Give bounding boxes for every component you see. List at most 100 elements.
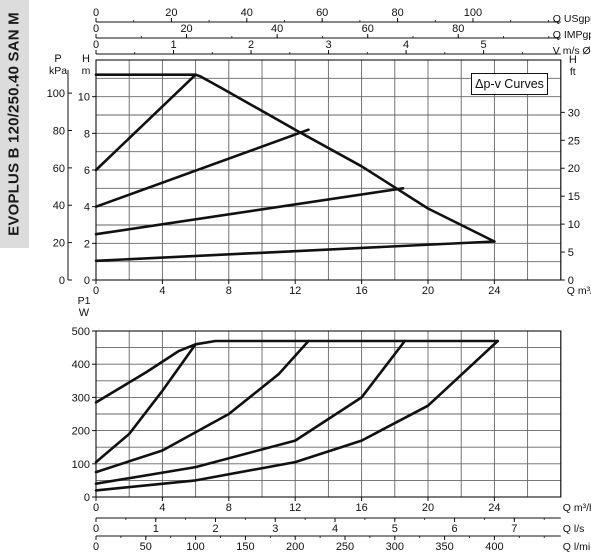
grid-lines [95,59,562,498]
head-x-tick-label: 0 [93,285,99,297]
head-x-tick-label: 4 [159,285,165,297]
lmin-axis-tick-label: 50 [140,541,152,553]
power-x-tick-label: 24 [488,502,500,514]
velocity-axis-tick-label: 2 [248,39,254,51]
impgpm-axis-tick-label: 40 [271,23,283,35]
velocity-axis-tick-label: 5 [481,39,487,51]
power-curve-0 [94,339,499,404]
velocity-axis-tick-label: 1 [170,39,176,51]
power-y-tick-label: 300 [72,392,90,404]
side-banner: EVOPLUS B 120/250.40 SAN M [0,0,29,248]
usgpm-axis-tick-label: 20 [165,7,177,19]
ls-axis-tick-label: 1 [153,523,159,535]
power-y-tick-label: 0 [84,492,90,504]
power-x-unit: Q m³/h [563,502,591,514]
ft-tick-label: 15 [568,191,580,203]
head-x-tick-label: 24 [488,285,500,297]
power-x-tick-label: 8 [226,502,232,514]
power-y-title: P1 [78,295,91,307]
kpa-tick-label: 0 [59,275,65,287]
power-y-tick-label: 400 [72,359,90,371]
ls-axis-tick-label: 3 [272,523,278,535]
head-x-tick-label: 12 [289,285,301,297]
power-plot-frame [95,330,562,498]
velocity-axis-tick-label: 4 [403,39,409,51]
head-x-tick-label: 8 [226,285,232,297]
head-x-tick-label: 16 [355,285,367,297]
ls-axis-tick-label: 7 [511,523,517,535]
curves-legend-box: Δp-v Curves [471,73,548,95]
velocity-axis-tick-label: 0 [93,39,99,51]
impgpm-axis-tick-label: 60 [362,23,374,35]
kpa-tick-label: 80 [53,125,65,137]
kpa-axis-unit: kPa [49,65,67,77]
m-tick-label: 4 [84,202,90,214]
usgpm-axis-tick-label: 80 [391,7,403,19]
power-x-tick-label: 4 [159,502,165,514]
lmin-axis-tick-label: 350 [435,541,453,553]
head-x-tick-label: 20 [422,285,434,297]
impgpm-axis-tick-label: 80 [452,23,464,35]
power-y-tick-label: 100 [72,459,90,471]
lmin-axis-tick-label: 150 [236,541,254,553]
kpa-tick-label: 40 [53,200,65,212]
ls-axis-tick-label: 5 [392,523,398,535]
ls-axis-tick-label: 6 [451,523,457,535]
usgpm-axis-unit: Q USgpm [553,13,591,25]
power-curve-3 [94,339,407,485]
lmin-axis-tick-label: 300 [386,541,404,553]
m-tick-label: 2 [84,238,90,250]
ft-tick-label: 25 [568,135,580,147]
power-curve-2 [94,339,310,474]
power-x-tick-label: 12 [289,502,301,514]
curves [94,73,499,492]
ft-tick-label: 20 [568,163,580,175]
curves-legend-label: Δp-v Curves [475,77,544,91]
usgpm-axis-tick-label: 0 [93,7,99,19]
m-tick-label: 0 [84,275,90,287]
head-curve-1 [94,73,197,172]
head-x-unit: Q m³/h [567,285,591,297]
m-axis-title: H [82,53,90,65]
m-axis-unit: m [82,65,91,77]
kpa-tick-label: 60 [53,163,65,175]
ft-axis-unit: ft [570,66,576,78]
head-curve-2 [94,128,310,208]
lmin-axis-tick-label: 250 [336,541,354,553]
ft-tick-label: 10 [568,219,580,231]
impgpm-axis-tick-label: 20 [180,23,192,35]
power-curve-4 [94,339,499,492]
power-x-tick-label: 16 [355,502,367,514]
lmin-axis-unit: Q l/min [563,541,591,553]
power-x-tick-label: 20 [422,502,434,514]
axes [67,18,565,540]
m-tick-label: 8 [84,128,90,140]
m-tick-label: 6 [84,165,90,177]
kpa-tick-label: 100 [47,88,65,100]
ft-tick-label: 30 [568,107,580,119]
ls-axis-tick-label: 0 [93,523,99,535]
ls-axis-tick-label: 2 [212,523,218,535]
impgpm-axis-tick-label: 0 [93,23,99,35]
ls-axis-tick-label: 4 [332,523,338,535]
m-tick-label: 10 [78,92,90,104]
velocity-axis-tick-label: 3 [326,39,332,51]
power-y-unit: W [79,307,90,319]
power-curve-1 [94,343,197,464]
kpa-tick-label: 20 [53,238,65,250]
kpa-axis-title: P [54,53,61,65]
velocity-axis-unit: V m/s Ø 40 [553,45,591,57]
head-curve-3 [94,187,405,236]
power-y-tick-label: 500 [72,326,90,338]
ft-axis-title: H [569,54,577,66]
lmin-axis-tick-label: 100 [186,541,204,553]
ft-tick-label: 0 [568,275,574,287]
power-x-tick-label: 0 [93,502,99,514]
ft-tick-label: 5 [568,247,574,259]
usgpm-axis-tick-label: 40 [241,7,253,19]
impgpm-axis-unit: Q IMPgpm [553,29,591,41]
usgpm-axis-tick-label: 60 [316,7,328,19]
lmin-axis-tick-label: 200 [286,541,304,553]
